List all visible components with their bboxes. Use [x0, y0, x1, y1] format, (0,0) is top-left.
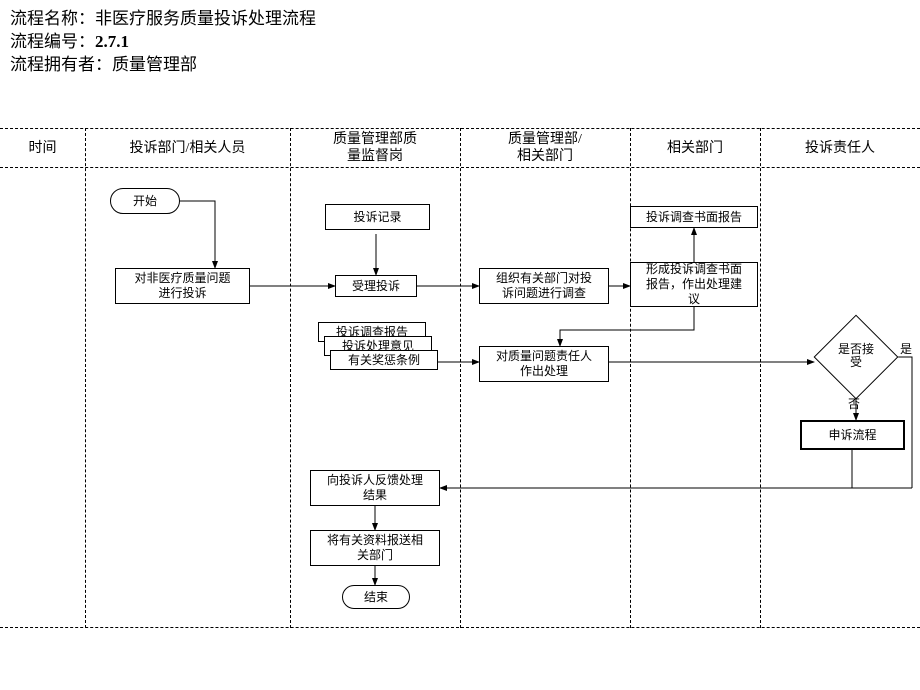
lane-header-time: 时间 — [0, 129, 85, 169]
lane-divider — [760, 128, 761, 628]
process-name-line: 流程名称：非医疗服务质量投诉处理流程 — [10, 8, 910, 31]
process-id-line: 流程编号：2.7.1 — [10, 31, 910, 54]
node-complain: 对非医疗质量问题 进行投诉 — [115, 268, 250, 304]
node-end: 结束 — [342, 585, 410, 609]
lane-header-related: 相关部门 — [630, 129, 760, 169]
process-name-label: 流程名称： — [10, 9, 95, 28]
process-owner-value: 质量管理部 — [112, 55, 197, 74]
lane-divider — [290, 128, 291, 628]
branch-label: 是 — [900, 340, 912, 357]
process-name-value: 非医疗服务质量投诉处理流程 — [95, 9, 316, 28]
branch-label: 否 — [848, 395, 860, 412]
process-id-label: 流程编号： — [10, 32, 95, 51]
node-formreport: 形成投诉调查书面 报告，作出处理建 议 — [630, 262, 758, 307]
lane-divider — [630, 128, 631, 628]
node-feedback: 向投诉人反馈处理 结果 — [310, 470, 440, 506]
node-investigate: 组织有关部门对投 诉问题进行调查 — [479, 268, 609, 304]
lane-divider — [85, 128, 86, 628]
node-appeal: 申诉流程 — [800, 420, 905, 450]
node-report: 投诉调查书面报告 — [630, 206, 758, 228]
decision-label: 是否接 受 — [832, 343, 880, 369]
node-start: 开始 — [110, 188, 180, 214]
lane-header-respondent: 投诉责任人 — [760, 129, 920, 169]
node-handle: 对质量问题责任人 作出处理 — [479, 346, 609, 382]
node-accept: 受理投诉 — [335, 275, 417, 297]
node-docs3: 有关奖惩条例 — [330, 350, 438, 370]
lane-header-qdept: 质量管理部/ 相关部门 — [460, 129, 630, 169]
process-owner-line: 流程拥有者：质量管理部 — [10, 54, 910, 77]
node-log: 投诉记录 — [325, 204, 430, 230]
lane-header-qsup: 质量管理部质 量监督岗 — [290, 129, 460, 169]
node-sendmat: 将有关资料报送相 关部门 — [310, 530, 440, 566]
lane-divider — [460, 128, 461, 628]
lane-header-complainant: 投诉部门/相关人员 — [85, 129, 290, 169]
process-id-value: 2.7.1 — [95, 32, 129, 51]
process-owner-label: 流程拥有者： — [10, 55, 112, 74]
process-header: 流程名称：非医疗服务质量投诉处理流程 流程编号：2.7.1 流程拥有者：质量管理… — [0, 0, 920, 81]
